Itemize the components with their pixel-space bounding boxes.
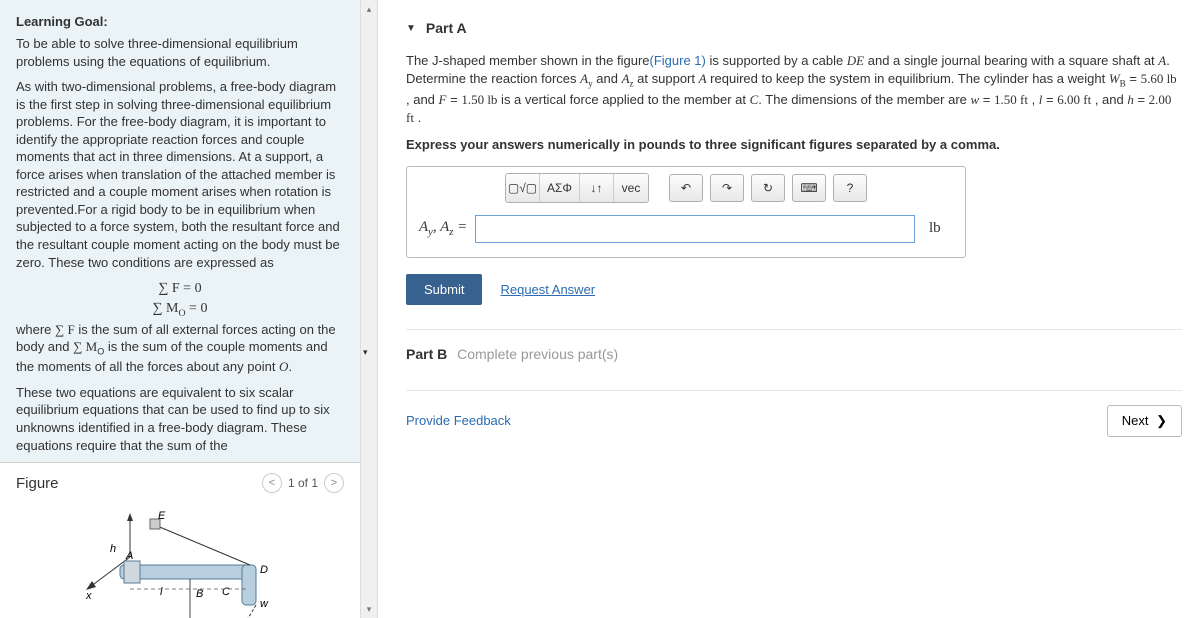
- pager-next-button[interactable]: >: [324, 473, 344, 493]
- scroll-up-icon[interactable]: ▴: [361, 0, 377, 18]
- figure-pager: < 1 of 1 >: [262, 473, 344, 493]
- chevron-right-icon: ❯: [1152, 413, 1167, 429]
- next-button[interactable]: Next ❯: [1107, 405, 1182, 437]
- pager-prev-button[interactable]: <: [262, 473, 282, 493]
- problem-statement: The J-shaped member shown in the figure(…: [406, 52, 1182, 127]
- help-button[interactable]: ?: [833, 174, 867, 202]
- scroll-down-icon[interactable]: ▾: [361, 600, 377, 618]
- part-b-label: Part B: [406, 346, 447, 362]
- subscript-button[interactable]: ↓↑: [580, 174, 614, 202]
- express-instruction: Express your answers numerically in poun…: [406, 137, 1182, 152]
- svg-text:B: B: [196, 588, 203, 600]
- part-a-label: Part A: [426, 20, 467, 36]
- svg-text:E: E: [158, 510, 166, 522]
- part-a-header[interactable]: ▼ Part A: [406, 20, 1182, 36]
- explanation-text: As with two-dimensional problems, a free…: [16, 78, 344, 271]
- figure-link[interactable]: (Figure 1): [650, 53, 706, 68]
- undo-button[interactable]: ↶: [669, 174, 703, 202]
- figure-section: Figure < 1 of 1 >: [0, 462, 360, 618]
- svg-text:w: w: [260, 598, 269, 610]
- left-panel: Learning Goal: To be able to solve three…: [0, 0, 360, 618]
- svg-text:D: D: [260, 564, 268, 576]
- learning-goal-text: To be able to solve three-dimensional eq…: [16, 35, 344, 70]
- equation-sum-m: ∑ MO = 0: [16, 301, 344, 319]
- equation-sum-f: ∑ F = 0: [16, 281, 344, 297]
- left-scrollbar[interactable]: ▴ ▾ ▾: [360, 0, 378, 618]
- caret-down-icon: ▼: [406, 23, 416, 34]
- part-b-text: Complete previous part(s): [457, 346, 618, 362]
- unit-label: lb: [923, 220, 953, 237]
- figure-title: Figure: [16, 475, 59, 492]
- svg-text:h: h: [110, 543, 116, 555]
- greek-button[interactable]: ΑΣΦ: [540, 174, 580, 202]
- svg-text:A: A: [125, 550, 133, 562]
- keyboard-button[interactable]: ⌨: [792, 174, 826, 202]
- redo-button[interactable]: ↷: [710, 174, 744, 202]
- request-answer-link[interactable]: Request Answer: [500, 282, 595, 297]
- provide-feedback-link[interactable]: Provide Feedback: [406, 413, 511, 428]
- pager-text: 1 of 1: [288, 476, 318, 490]
- svg-text:x: x: [85, 590, 92, 602]
- where-text: where ∑ F is the sum of all external for…: [16, 321, 344, 376]
- svg-text:C: C: [222, 586, 230, 598]
- answer-toolbar: ▢√▢ ΑΣΦ ↓↑ vec ↶ ↷ ↻ ⌨ ?: [407, 167, 965, 209]
- answer-box: ▢√▢ ΑΣΦ ↓↑ vec ↶ ↷ ↻ ⌨ ? Ay, Az = lb: [406, 166, 966, 258]
- learning-goal-title: Learning Goal:: [16, 14, 344, 29]
- answer-label: Ay, Az =: [419, 219, 467, 238]
- reset-button[interactable]: ↻: [751, 174, 785, 202]
- answer-input[interactable]: [475, 215, 915, 243]
- scroll-collapse-icon[interactable]: ▾: [363, 347, 368, 358]
- templates-button[interactable]: ▢√▢: [506, 174, 540, 202]
- right-panel: ▼ Part A The J-shaped member shown in th…: [378, 0, 1200, 618]
- figure-image: E A h x l B C D w y F: [16, 497, 344, 618]
- part-b-row: Part B Complete previous part(s): [406, 329, 1182, 362]
- vector-button[interactable]: vec: [614, 174, 648, 202]
- submit-button[interactable]: Submit: [406, 274, 482, 305]
- svg-text:l: l: [160, 586, 163, 598]
- scalar-text: These two equations are equivalent to si…: [16, 384, 344, 454]
